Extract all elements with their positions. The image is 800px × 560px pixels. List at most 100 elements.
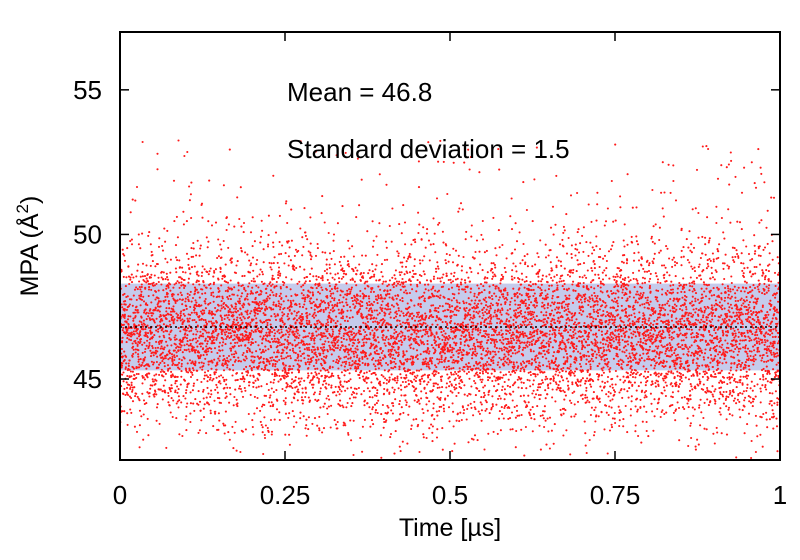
data-point bbox=[336, 302, 339, 305]
data-point bbox=[289, 357, 292, 360]
data-point bbox=[427, 317, 431, 320]
data-point bbox=[268, 360, 271, 363]
data-point bbox=[191, 373, 194, 376]
data-point bbox=[338, 312, 341, 315]
data-point bbox=[232, 293, 235, 296]
data-point bbox=[272, 174, 275, 177]
data-point bbox=[402, 312, 405, 315]
data-point bbox=[303, 303, 306, 306]
data-point bbox=[419, 262, 422, 265]
data-point bbox=[281, 351, 284, 354]
data-point bbox=[289, 348, 292, 352]
data-point bbox=[212, 331, 215, 334]
data-point bbox=[250, 279, 253, 283]
data-point bbox=[392, 404, 395, 407]
data-point bbox=[426, 396, 429, 400]
data-point bbox=[390, 409, 393, 412]
data-point bbox=[467, 276, 470, 279]
data-point bbox=[224, 328, 227, 331]
data-point bbox=[405, 376, 408, 379]
data-point bbox=[417, 186, 421, 189]
data-point bbox=[137, 353, 140, 356]
data-point bbox=[392, 298, 395, 301]
data-point bbox=[259, 293, 262, 296]
data-point bbox=[298, 280, 301, 283]
data-point bbox=[139, 330, 142, 333]
data-point bbox=[293, 268, 296, 272]
data-point bbox=[480, 321, 483, 324]
data-point bbox=[191, 349, 194, 352]
data-point bbox=[280, 317, 283, 320]
data-point bbox=[281, 314, 284, 317]
data-point bbox=[254, 312, 257, 315]
data-point bbox=[326, 407, 329, 410]
data-point bbox=[322, 427, 326, 430]
data-point bbox=[365, 295, 368, 298]
data-point bbox=[417, 329, 420, 333]
data-point bbox=[223, 301, 226, 305]
data-point bbox=[226, 356, 229, 360]
data-point bbox=[176, 375, 179, 378]
data-point bbox=[241, 292, 244, 295]
data-point bbox=[229, 332, 232, 335]
data-point bbox=[375, 279, 378, 282]
data-point bbox=[288, 443, 291, 446]
data-point bbox=[425, 403, 428, 406]
data-point bbox=[231, 325, 235, 328]
data-point bbox=[174, 382, 177, 385]
data-point bbox=[289, 328, 292, 331]
data-point bbox=[308, 348, 311, 352]
data-point bbox=[179, 314, 182, 317]
data-point bbox=[299, 350, 302, 353]
data-point bbox=[129, 315, 132, 318]
data-point bbox=[371, 408, 374, 411]
data-point bbox=[136, 337, 139, 340]
data-point bbox=[367, 295, 370, 298]
data-point bbox=[436, 414, 439, 417]
data-point bbox=[240, 225, 243, 228]
data-point bbox=[212, 275, 215, 278]
data-point bbox=[366, 304, 369, 307]
data-point bbox=[283, 313, 286, 316]
data-point bbox=[244, 355, 247, 358]
data-point bbox=[194, 351, 197, 354]
data-point bbox=[306, 376, 309, 379]
data-point bbox=[462, 255, 465, 259]
data-point bbox=[144, 331, 147, 334]
data-point bbox=[193, 265, 196, 268]
data-point bbox=[338, 299, 341, 302]
data-point bbox=[269, 418, 273, 422]
data-point bbox=[145, 281, 148, 284]
data-point bbox=[356, 312, 359, 315]
data-point bbox=[276, 360, 279, 363]
data-point bbox=[270, 284, 273, 287]
data-point bbox=[401, 331, 404, 334]
data-point bbox=[455, 372, 458, 375]
data-point bbox=[379, 359, 382, 362]
data-point bbox=[449, 278, 452, 281]
data-point bbox=[485, 364, 488, 367]
data-point bbox=[405, 401, 408, 404]
data-point bbox=[337, 374, 340, 377]
data-point bbox=[152, 354, 155, 357]
data-point bbox=[463, 393, 466, 396]
data-point bbox=[185, 369, 188, 372]
data-point bbox=[206, 376, 210, 379]
data-point bbox=[450, 373, 453, 376]
data-point bbox=[128, 338, 131, 341]
data-point bbox=[277, 369, 280, 372]
data-point bbox=[139, 358, 142, 361]
data-point bbox=[167, 313, 170, 316]
data-point bbox=[371, 406, 374, 409]
data-point bbox=[345, 298, 348, 301]
data-point bbox=[140, 323, 143, 326]
data-point bbox=[179, 291, 182, 294]
data-point bbox=[268, 362, 271, 365]
data-point bbox=[140, 298, 144, 301]
data-point bbox=[222, 306, 225, 309]
data-point bbox=[398, 319, 401, 322]
data-point bbox=[417, 336, 420, 339]
data-point bbox=[387, 305, 390, 308]
data-point bbox=[337, 355, 340, 358]
data-point bbox=[441, 448, 444, 451]
